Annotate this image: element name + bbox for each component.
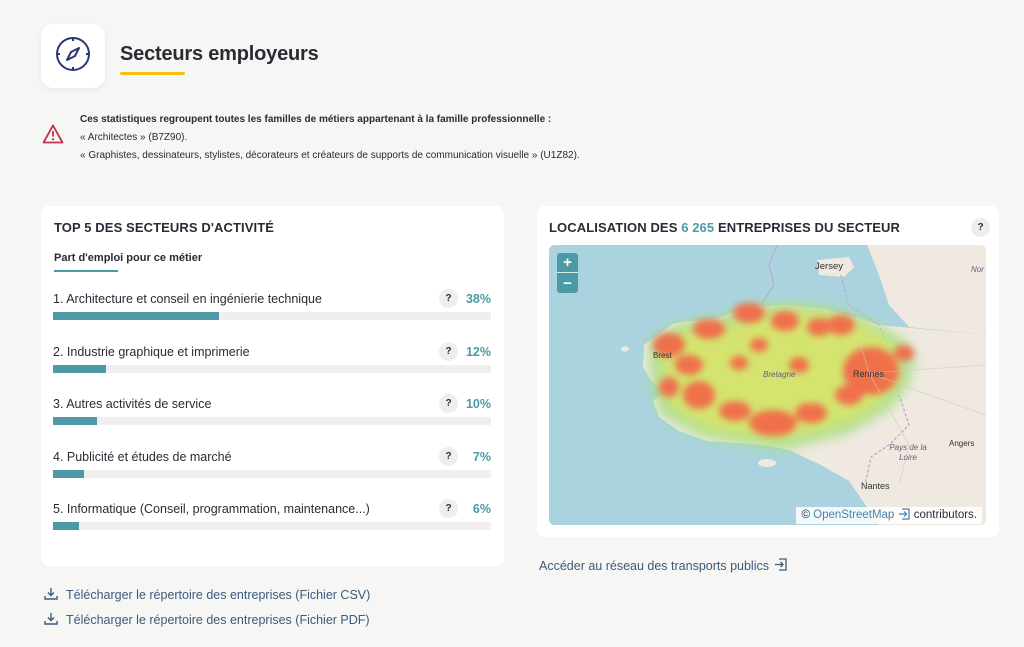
sector-row: 4. Publicité et études de marché? 7% [53,446,491,490]
notice-text: Ces statistiques regroupent toutes les f… [80,111,580,165]
sector-bar-track [53,417,491,426]
download-icon [44,612,58,628]
sector-label: 3. Autres activités de service [53,397,212,412]
sector-row: 5. Informatique (Conseil, programmation,… [53,499,491,542]
sector-label: 4. Publicité et études de marché [53,449,232,464]
notice-line-2: « Architectes » (B7Z90). [80,132,188,143]
sector-help-button[interactable]: ? [439,499,458,519]
zoom-controls: + − [557,253,578,293]
sector-bar-track [53,522,491,531]
sector-row: 2. Industrie graphique et imprimerie? 12% [53,341,491,385]
download-pdf-label: Télécharger le répertoire des entreprise… [66,613,370,627]
map-label-rennes: Rennes [853,369,885,379]
osm-link[interactable]: OpenStreetMap [813,509,895,521]
sector-help-button[interactable]: ? [439,446,458,466]
map-title-prefix: LOCALISATION DES [549,220,682,235]
sector-help-button[interactable]: ? [439,394,458,414]
notice-line-3: « Graphistes, dessinateurs, stylistes, d… [80,150,580,161]
top-sectors-title: TOP 5 DES SECTEURS D'ACTIVITÉ [54,220,275,235]
map-help-button[interactable]: ? [971,218,990,237]
map-label-nantes: Nantes [861,481,890,491]
company-count: 6 265 [681,220,715,235]
sector-bar-fill [53,469,84,478]
zoom-out-button[interactable]: − [563,274,572,292]
top-sectors-card: TOP 5 DES SECTEURS D'ACTIVITÉ Part d'emp… [41,206,504,566]
transport-link-label: Accéder au réseau des transports publics [539,559,769,573]
transport-link[interactable]: Accéder au réseau des transports publics [539,558,788,574]
zoom-in-button[interactable]: + [557,253,578,273]
sector-percentage: 38% [465,292,491,306]
sector-label: 5. Informatique (Conseil, programmation,… [53,502,370,517]
external-link-icon [898,508,911,525]
sector-percentage: 7% [472,449,491,464]
map-attribution: © OpenStreetMap contributors. [796,507,982,524]
map-label-pays-de-la-loire: Pays de la Loire [889,443,927,462]
sector-label: 2. Industrie graphique et imprimerie [53,344,250,359]
map-label-nor: Nor [971,265,984,274]
section-icon-box [41,24,105,88]
sector-row: 3. Autres activités de service? 10% [53,394,491,437]
sector-bar-fill [53,364,106,373]
download-csv-link[interactable]: Télécharger le répertoire des entreprise… [44,587,370,603]
download-csv-label: Télécharger le répertoire des entreprise… [66,588,371,602]
sector-bar-fill [53,312,219,320]
sector-percentage: 12% [465,344,491,359]
tab-employment-share[interactable]: Part d'emploi pour ce métier [54,252,203,264]
download-icon [44,587,58,603]
sector-bar-track [53,312,491,320]
tab-active-indicator [54,270,118,272]
sector-percentage: 10% [465,397,491,412]
map-card: LOCALISATION DES 6 265 ENTREPRISES DU SE… [537,206,999,537]
title-underline [120,72,185,75]
compass-icon [54,35,92,78]
attribution-suffix: contributors. [910,509,977,521]
sector-help-button[interactable]: ? [439,341,458,361]
map-canvas [549,245,986,525]
map-title: LOCALISATION DES 6 265 ENTREPRISES DU SE… [549,220,900,235]
attribution-prefix: © [801,509,814,521]
sector-percentage: 6% [472,502,491,517]
warning-icon [42,124,64,149]
sector-help-button[interactable]: ? [439,289,458,308]
sector-bar-fill [53,522,79,531]
sector-row: 1. Architecture et conseil en ingénierie… [53,289,491,332]
notice-line-1: Ces statistiques regroupent toutes les f… [80,114,552,125]
sector-label: 1. Architecture et conseil en ingénierie… [53,292,322,306]
map-label-bretagne: Bretagne [763,370,796,379]
sector-bar-track [53,364,491,373]
heatmap-map[interactable]: Jersey Brest Bretagne Rennes Pays de la … [549,245,986,525]
external-link-icon [774,558,788,574]
map-label-brest: Brest [653,351,672,360]
map-label-jersey: Jersey [815,261,843,272]
sector-bar-track [53,469,491,478]
map-title-suffix: ENTREPRISES DU SECTEUR [714,220,901,235]
page-title: Secteurs employeurs [120,43,319,65]
map-label-angers: Angers [949,439,975,448]
download-pdf-link[interactable]: Télécharger le répertoire des entreprise… [44,612,370,628]
sector-bar-fill [53,417,97,426]
